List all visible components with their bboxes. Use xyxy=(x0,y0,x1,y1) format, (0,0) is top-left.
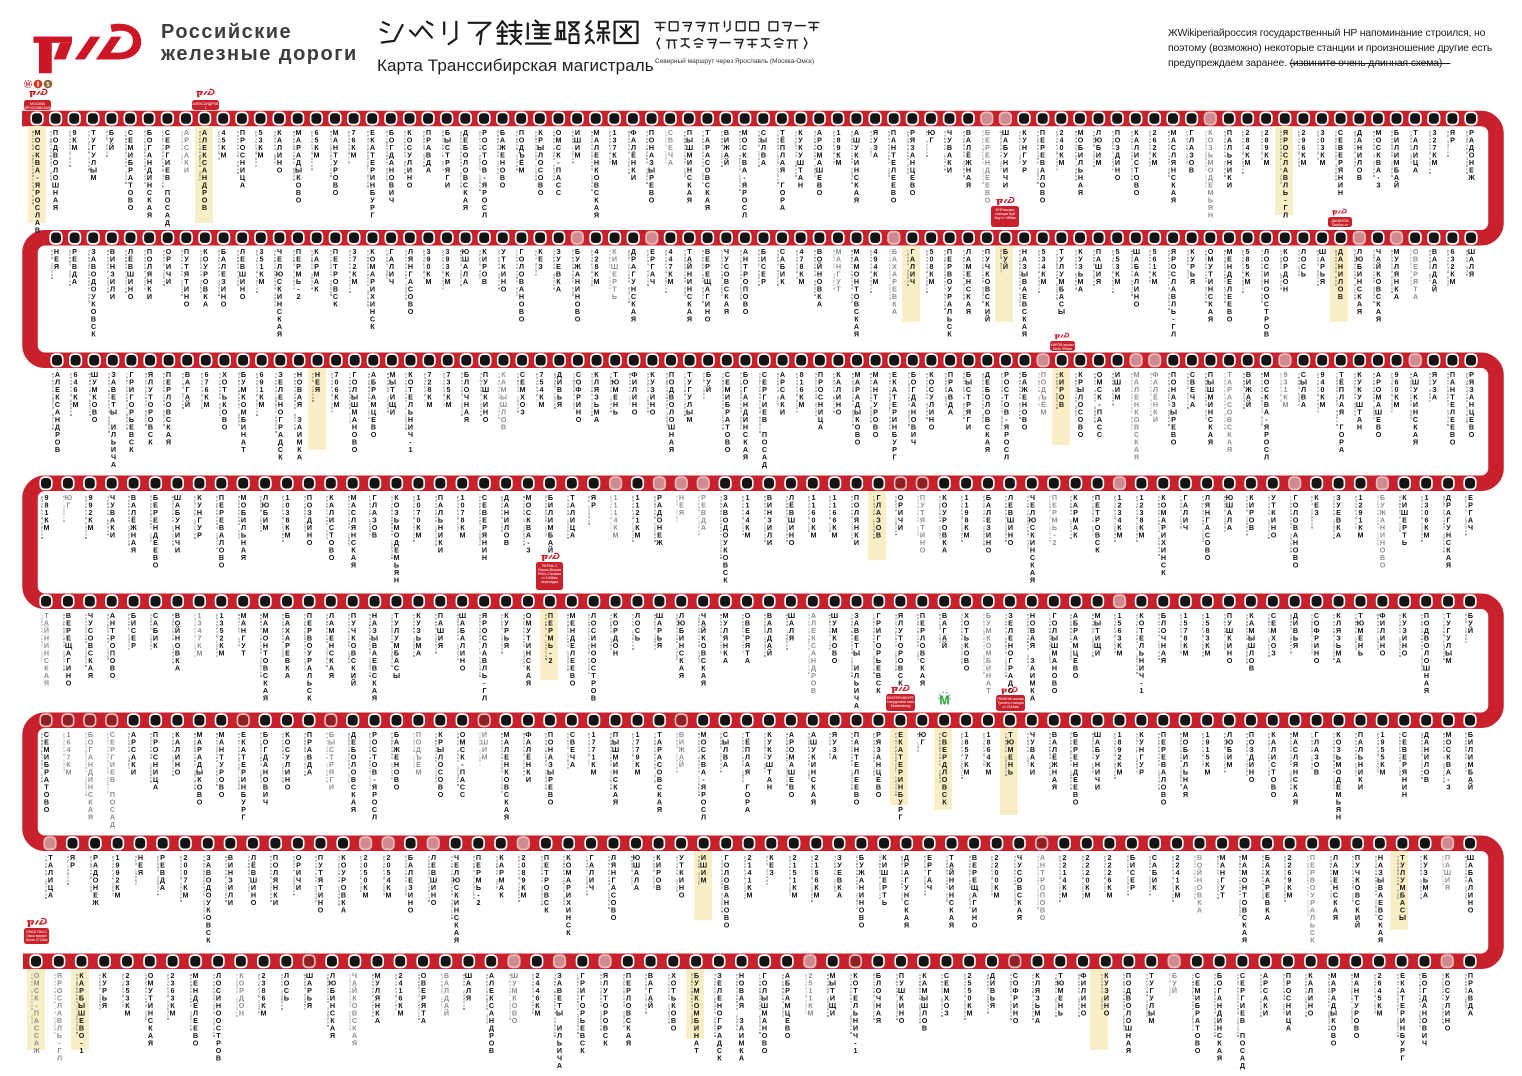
svg-text:M: M xyxy=(26,82,31,88)
svg-text:М: М xyxy=(939,693,949,707)
svg-text:5: 5 xyxy=(46,81,50,88)
